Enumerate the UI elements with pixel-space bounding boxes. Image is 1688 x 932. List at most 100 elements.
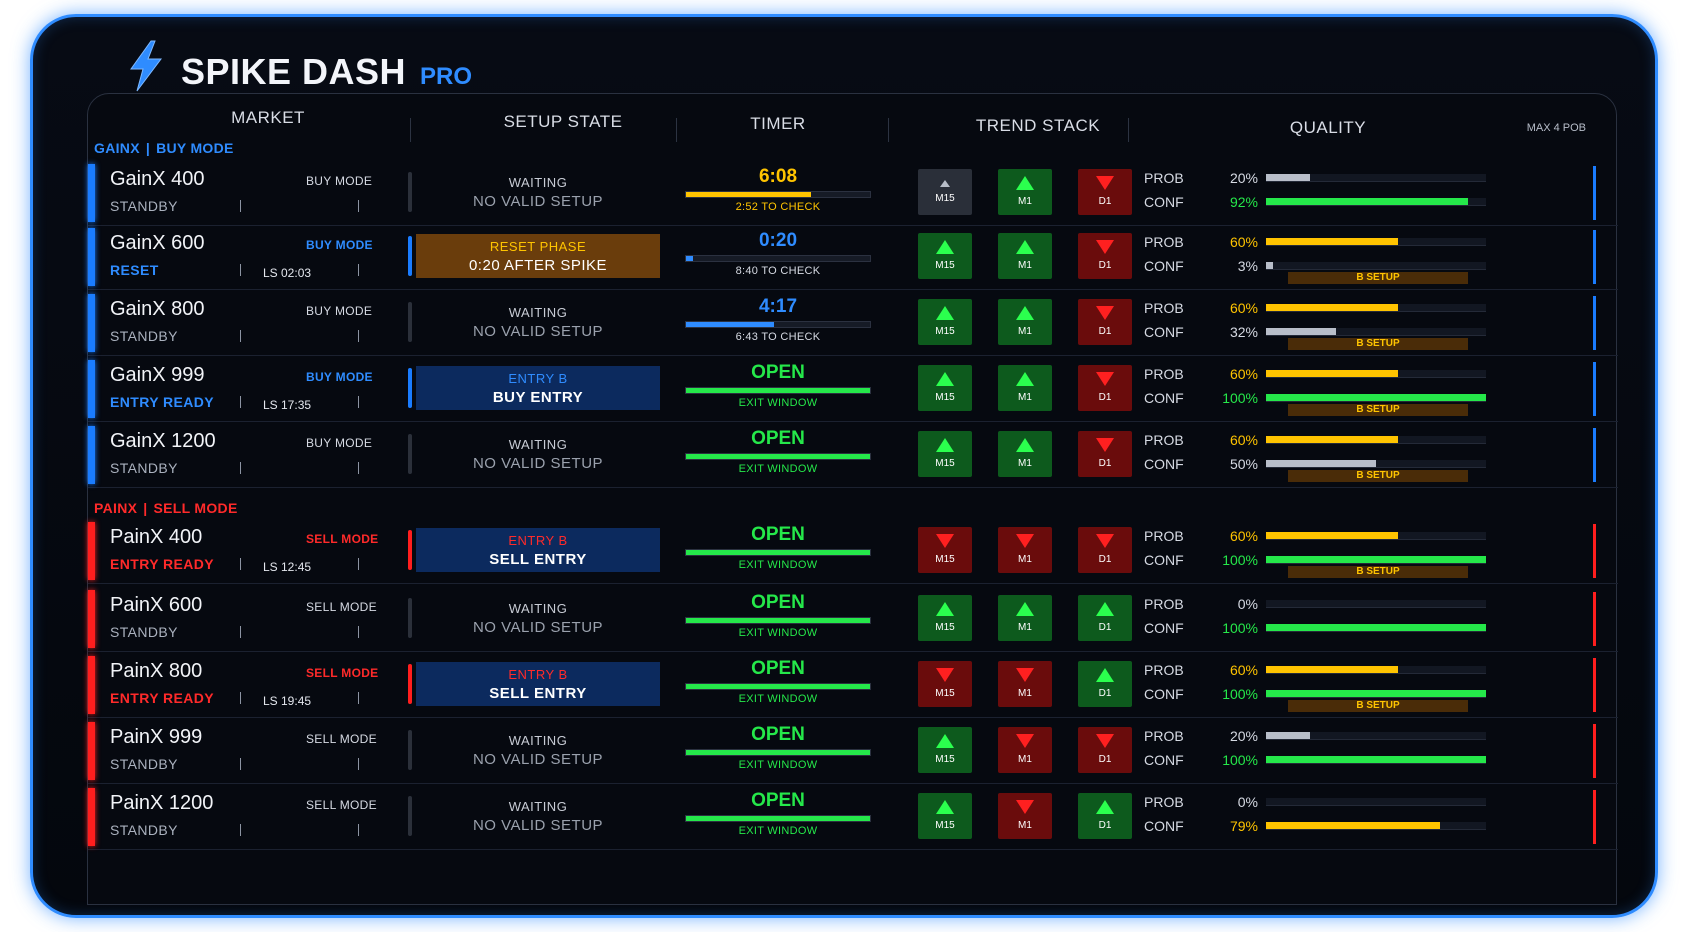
conf-label: CONF	[1144, 194, 1184, 210]
market-row[interactable]: PainX 1200 STANDBY SELL MODE WAITING NO …	[88, 784, 1618, 850]
last-spike: LS 12:45	[263, 560, 312, 574]
trend-timeframe: D1	[1098, 326, 1112, 337]
market-row[interactable]: PainX 600 STANDBY SELL MODE WAITING NO V…	[88, 586, 1618, 652]
timer-subtext: EXIT WINDOW	[738, 397, 818, 409]
side-accent	[88, 722, 95, 780]
market-mode: SELL MODE	[306, 798, 377, 812]
prob-bar-fill	[1266, 304, 1398, 311]
trend-timeframe: D1	[1098, 392, 1112, 403]
market-status: STANDBY	[110, 460, 178, 476]
timer-value: 0:20	[758, 230, 798, 251]
conf-value: 100%	[1222, 620, 1258, 636]
arrow-up-icon	[1016, 240, 1034, 254]
row-edge	[1593, 592, 1596, 646]
trend-timeframe: M1	[1018, 622, 1032, 633]
setup-badge: B SETUP	[1288, 566, 1468, 578]
trend-m1-box: M1	[998, 527, 1052, 573]
market-row[interactable]: GainX 1200 STANDBY BUY MODE WAITING NO V…	[88, 422, 1618, 488]
app-title: SPIKE DASH	[181, 51, 407, 92]
setup-state-detail: BUY ENTRY	[492, 389, 584, 406]
trend-timeframe: M1	[1018, 196, 1032, 207]
trend-timeframe: M15	[935, 392, 955, 403]
market-row[interactable]: GainX 800 STANDBY BUY MODE WAITING NO VA…	[88, 290, 1618, 356]
conf-bar-fill	[1266, 556, 1486, 563]
market-status: STANDBY	[110, 328, 178, 344]
setup-badge: B SETUP	[1288, 700, 1468, 712]
setup-state: WAITING NO VALID SETUP	[416, 794, 660, 838]
timer-value: OPEN	[751, 524, 805, 545]
setup-state-detail: NO VALID SETUP	[472, 751, 604, 768]
conf-label: CONF	[1144, 324, 1184, 340]
trend-timeframe: M15	[935, 554, 955, 565]
header-quality: QUALITY	[1289, 118, 1367, 137]
timer: OPEN EXIT WINDOW	[680, 592, 876, 639]
group-label-gainx: GAINX | BUY MODE	[94, 140, 234, 156]
trend-m1-box: M1	[998, 595, 1052, 641]
prob-label: PROB	[1144, 794, 1184, 810]
market-row[interactable]: PainX 999 STANDBY SELL MODE WAITING NO V…	[88, 718, 1618, 784]
prob-bar	[1266, 666, 1486, 674]
conf-bar	[1266, 328, 1486, 336]
trend-timeframe: M1	[1018, 754, 1032, 765]
row-edge	[1593, 790, 1596, 844]
market-name: PainX 999	[110, 726, 203, 748]
prob-value: 0%	[1237, 596, 1258, 612]
prob-value: 60%	[1229, 432, 1258, 448]
trend-timeframe: D1	[1098, 820, 1112, 831]
market-name: GainX 1200	[110, 430, 216, 452]
prob-label: PROB	[1144, 596, 1184, 612]
setup-state-title: WAITING	[508, 733, 568, 748]
market-row[interactable]: GainX 400 STANDBY BUY MODE WAITING NO VA…	[88, 160, 1618, 226]
arrow-down-icon	[1016, 800, 1034, 814]
timer-subtext: 8:40 TO CHECK	[735, 265, 821, 277]
dashboard-frame: SPIKE DASH PRO MARKET SETUP STATE TIMER …	[30, 14, 1658, 918]
state-divider	[408, 796, 412, 836]
conf-value: 32%	[1229, 324, 1258, 340]
market-row[interactable]: PainX 800 ENTRY READY SELL MODE LS 19:45…	[88, 652, 1618, 718]
side-accent	[88, 788, 95, 846]
market-row[interactable]: GainX 999 ENTRY READY BUY MODE LS 17:35 …	[88, 356, 1618, 422]
market-row[interactable]: PainX 400 ENTRY READY SELL MODE LS 12:45…	[88, 518, 1618, 584]
prob-bar	[1266, 304, 1486, 312]
conf-value: 100%	[1222, 552, 1258, 568]
conf-bar	[1266, 556, 1486, 564]
market-name: GainX 800	[110, 298, 205, 320]
trend-d1-box: D1	[1078, 233, 1132, 279]
arrow-down-icon	[1096, 176, 1114, 190]
trend-timeframe: M1	[1018, 820, 1032, 831]
arrow-down-icon	[1096, 734, 1114, 748]
setup-state: ENTRY B SELL ENTRY	[416, 528, 660, 572]
setup-state-title: ENTRY B	[508, 667, 568, 682]
side-accent	[88, 360, 95, 418]
timer-value: OPEN	[751, 428, 805, 449]
trend-d1-box: D1	[1078, 169, 1132, 215]
arrow-down-icon	[1016, 668, 1034, 682]
side-accent	[88, 164, 95, 222]
trend-timeframe: M15	[935, 754, 955, 765]
arrow-up-icon	[1016, 438, 1034, 452]
trend-stack: M15 M1 D1	[918, 527, 1132, 573]
group-label-painx: PAINX | SELL MODE	[94, 500, 238, 516]
prob-label: PROB	[1144, 662, 1184, 678]
market-name: GainX 999	[110, 364, 205, 386]
conf-bar-fill	[1266, 262, 1273, 269]
side-accent	[88, 228, 95, 286]
conf-value: 79%	[1229, 818, 1258, 834]
trend-d1-box: D1	[1078, 595, 1132, 641]
prob-bar-fill	[1266, 370, 1398, 377]
last-spike: LS 17:35	[263, 398, 312, 412]
arrow-up-icon	[936, 240, 954, 254]
timer-progress-fill	[686, 750, 870, 755]
prob-bar	[1266, 600, 1486, 608]
arrow-down-icon	[1096, 372, 1114, 386]
prob-bar-fill	[1266, 238, 1398, 245]
arrow-down-icon	[936, 668, 954, 682]
timer-progress-fill	[686, 388, 870, 393]
market-mode: SELL MODE	[306, 532, 379, 546]
market-mode: BUY MODE	[306, 174, 373, 188]
market-row[interactable]: GainX 600 RESET BUY MODE LS 02:03 RESET …	[88, 224, 1618, 290]
timer-subtext: EXIT WINDOW	[738, 559, 818, 571]
timer-progress-bar	[685, 549, 871, 556]
market-table: MARKET SETUP STATE TIMER TREND STACK QUA…	[87, 93, 1618, 905]
prob-label: PROB	[1144, 300, 1184, 316]
